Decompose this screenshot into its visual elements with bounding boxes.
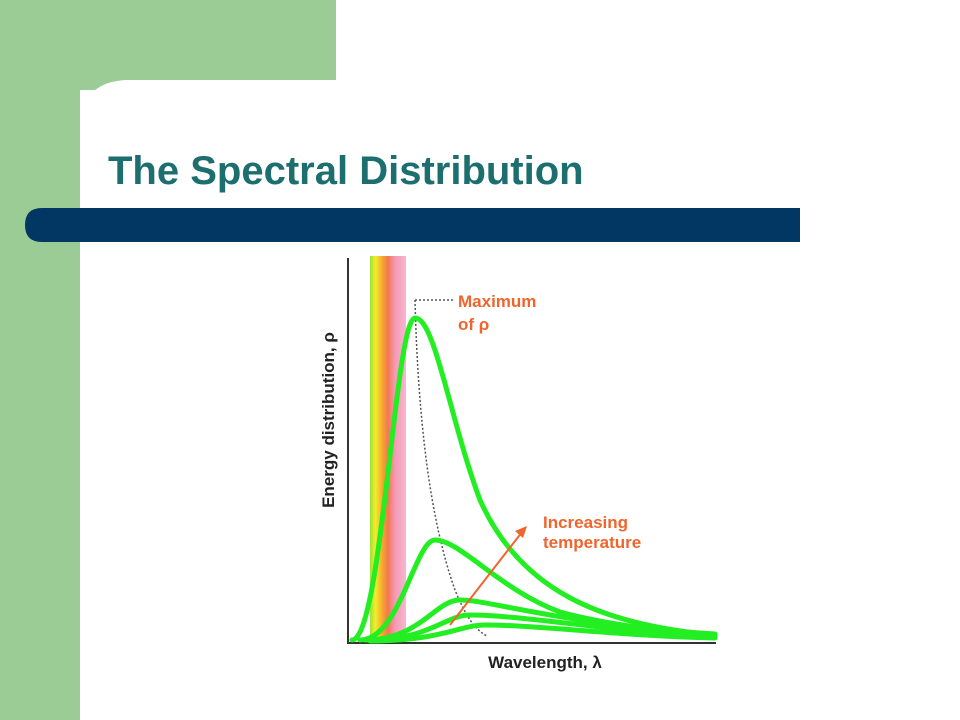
annotation: Increasing	[543, 513, 628, 532]
y-axis-label: Energy distribution, ρ	[319, 332, 338, 508]
curve	[365, 612, 718, 643]
x-axis-label: Wavelength, λ	[488, 653, 602, 672]
curve	[349, 315, 718, 643]
arrow	[449, 531, 523, 626]
green-bar	[0, 0, 80, 720]
visible-band	[370, 256, 406, 643]
figure: Energy distribution, ρ Wavelength, λ Max…	[319, 256, 718, 672]
arrow-head	[515, 526, 527, 538]
curve	[367, 622, 718, 644]
annotation: of ρ	[458, 315, 489, 334]
content-area	[80, 0, 960, 720]
annotation: temperature	[543, 533, 641, 552]
annotation: Maximum	[458, 292, 536, 311]
slide-title: The Spectral Distribution	[108, 149, 584, 193]
title-rule	[25, 208, 800, 242]
